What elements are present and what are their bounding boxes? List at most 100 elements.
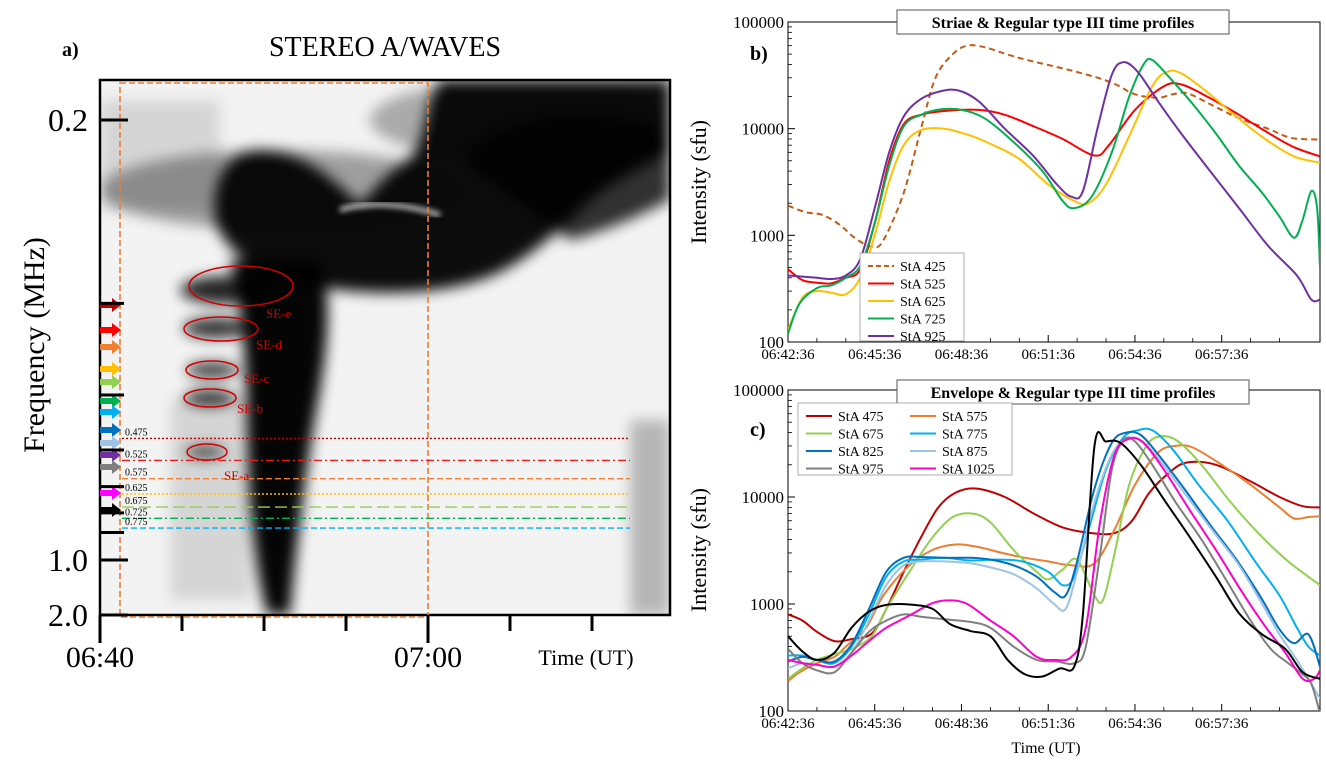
frequency-arrow-icon xyxy=(100,340,121,354)
legend-entry: StA 575 xyxy=(942,410,988,425)
stria-ellipse xyxy=(183,316,259,342)
stria-freq-label: 0.475 xyxy=(125,427,148,438)
ytick-label: 100000 xyxy=(733,13,784,32)
frequency-arrow-icon xyxy=(100,405,121,419)
stria-ellipse xyxy=(185,360,239,380)
frequency-arrow-icon xyxy=(100,486,121,500)
xtick-label: 06:48:36 xyxy=(935,716,989,732)
panel-c-title: Envelope & Regular type III time profile… xyxy=(931,385,1216,402)
series-line xyxy=(788,61,1320,303)
panel-c-label: c) xyxy=(750,419,766,441)
panel-b-ylabel: Intensity (sfu) xyxy=(686,120,711,244)
panel-b-series xyxy=(788,44,1320,334)
panel-c-title-box xyxy=(896,379,1250,405)
ytick-label: 1000 xyxy=(750,595,784,614)
stria-annotation: SE-a xyxy=(224,468,250,483)
legend-entry: StA 525 xyxy=(900,278,946,293)
stria-annotation: SE-e xyxy=(266,306,292,321)
xtick-label: 06:51:36 xyxy=(1022,347,1076,363)
legend-box xyxy=(797,402,1013,476)
xtick-label: 06:45:36 xyxy=(848,716,902,732)
series-line xyxy=(788,435,1320,680)
ytick-label: 100 xyxy=(759,702,785,721)
legend-entry: StA 425 xyxy=(900,260,946,275)
stria-ellipse xyxy=(186,443,228,461)
panel-c-series xyxy=(788,427,1320,711)
xtick-label: 06:54:36 xyxy=(1108,347,1162,363)
legend-entry: StA 675 xyxy=(838,428,884,443)
xtick-label: 06:42:36 xyxy=(761,347,815,363)
panel-a-xlabel: Time (UT) xyxy=(538,645,633,670)
ytick-label: 100 xyxy=(759,333,785,352)
legend-entry: StA 725 xyxy=(900,313,946,328)
frequency-arrow-icon xyxy=(100,460,121,474)
stria-annotation: SE-d xyxy=(256,337,283,352)
frequency-arrow-icon xyxy=(100,362,121,376)
xtick-label: 06:48:36 xyxy=(935,347,989,363)
panel-a-label: a) xyxy=(62,39,79,61)
panel-b-legend: StA 425 StA 525 StA 625 StA 725 StA 925 xyxy=(859,252,965,345)
stria-freq-label: 0.525 xyxy=(125,449,148,460)
panel-c-axes: 100 1000 10000 100000 06:42:36 06:45:36 06:48:… xyxy=(733,381,1280,732)
xtick-label: 06:42:36 xyxy=(761,716,815,732)
stria-freq-label: 0.675 xyxy=(125,496,148,507)
legend-entry: StA 775 xyxy=(942,428,988,443)
stria-annotation: SE-b xyxy=(237,401,263,416)
legend-entry: StA 875 xyxy=(942,445,988,460)
series-line xyxy=(788,427,1320,665)
panel-c-xlabel: Time (UT) xyxy=(1011,740,1080,757)
series-line xyxy=(788,44,1320,249)
legend-entry: StA 975 xyxy=(838,463,884,478)
series-line xyxy=(788,444,1320,682)
spectrogram-image xyxy=(100,80,670,615)
panel-c: 100 1000 10000 100000 06:42:36 06:45:36 06:48:… xyxy=(686,379,1321,757)
panel-a: a) STEREO A/WAVES xyxy=(18,32,672,674)
frequency-arrow-icon xyxy=(100,436,121,450)
xtick-label: 07:00 xyxy=(394,641,462,674)
stria-freq-label: 0.625 xyxy=(125,483,148,494)
panel-c-legend: StA 475 StA 575 StA 675 StA 775 StA 825 StA 8… xyxy=(797,402,1013,478)
legend-entry: StA 925 xyxy=(900,330,946,345)
xtick-label: 06:45:36 xyxy=(848,347,902,363)
ytick-label: 10000 xyxy=(742,488,785,507)
striae-ellipses: SE-e SE-d SE-c SE-b SE-a xyxy=(183,265,294,483)
legend-entry: StA 625 xyxy=(900,295,946,310)
frequency-arrow-icon xyxy=(100,323,121,337)
xtick-label: 06:51:36 xyxy=(1022,716,1076,732)
frequency-arrow-icon xyxy=(100,375,121,389)
stria-freq-label: 0.775 xyxy=(125,517,148,528)
series-line xyxy=(788,436,1320,700)
frequency-arrow-icon xyxy=(100,298,121,312)
panel-b-axes: 100 1000 10000 100000 06:42:36 06:45:36 06:48:… xyxy=(733,13,1280,363)
ytick-label: 1.0 xyxy=(48,542,88,578)
panel-b-title-box xyxy=(896,9,1230,35)
xtick-label: 06:54:36 xyxy=(1108,716,1162,732)
panel-a-title: STEREO A/WAVES xyxy=(269,32,501,63)
ytick-label: 100000 xyxy=(733,381,784,400)
xtick-label: 06:57:36 xyxy=(1195,347,1249,363)
ytick-label: 1000 xyxy=(750,226,784,245)
frequency-arrow-icon xyxy=(100,423,121,437)
stria-ellipse xyxy=(183,388,237,408)
ytick-label: 0.2 xyxy=(48,102,88,138)
series-line xyxy=(788,460,1320,643)
ytick-label: 10000 xyxy=(742,120,785,139)
panel-b: 100 1000 10000 100000 06:42:36 06:45:36 06:48:… xyxy=(686,9,1321,363)
analysis-window-box xyxy=(119,82,429,618)
series-line xyxy=(788,430,1320,680)
stria-annotation: SE-c xyxy=(244,371,270,386)
stria-ellipse xyxy=(188,265,294,307)
panel-a-axes: 0.2 1.0 2.0 06:40 07:00 xyxy=(48,102,594,674)
legend-entry: StA 475 xyxy=(838,410,884,425)
legend-entry: StA 1025 xyxy=(942,463,995,478)
stria-freq-label: 0.725 xyxy=(125,507,148,518)
frequency-arrow-icon xyxy=(100,394,121,408)
series-line xyxy=(788,69,1320,331)
stria-freq-label: 0.575 xyxy=(125,468,148,479)
panel-c-ylabel: Intensity (sfu) xyxy=(686,488,711,612)
xtick-label: 06:57:36 xyxy=(1195,716,1249,732)
panel-b-label: b) xyxy=(750,43,768,65)
xtick-label: 06:40 xyxy=(66,641,134,674)
legend-entry: StA 825 xyxy=(838,445,884,460)
